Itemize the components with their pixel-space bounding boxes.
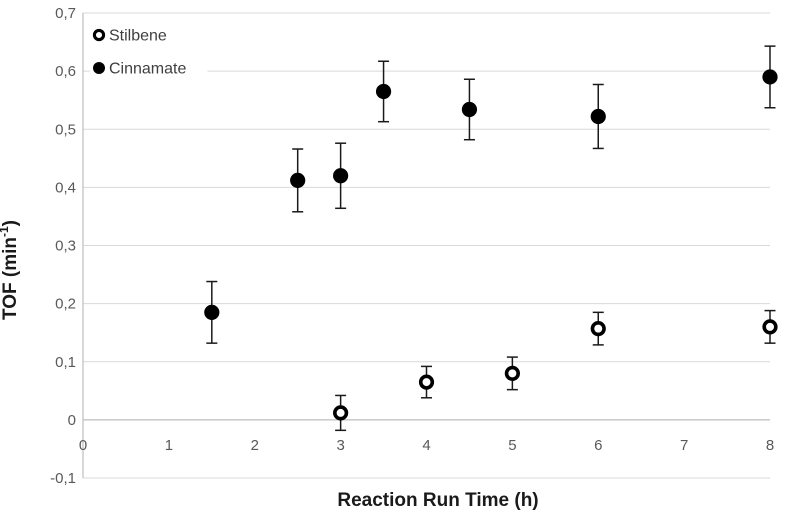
- legend-label-cinnamate: Cinnamate: [109, 61, 186, 78]
- y-axis-title: TOF (min-1): [0, 220, 21, 320]
- x-axis-title: Reaction Run Time (h): [337, 490, 538, 511]
- y-tick-label: 0,1: [55, 354, 76, 371]
- tick-labels: 0,70,60,50,40,30,20,10-0,10 1 2 3 4 5 6 7 8: [50, 5, 774, 487]
- y-tick-label: 0,7: [55, 5, 76, 22]
- x-tick-label: 3: [336, 437, 344, 454]
- x-tick-label: 1: [165, 437, 173, 454]
- y-axis-title-superscript: -1: [0, 226, 11, 237]
- y-tick-label: 0,4: [55, 179, 76, 196]
- y-tick-label: 0: [68, 412, 76, 429]
- data-point-cinnamate: [590, 108, 606, 125]
- data-point-stilbene: [418, 374, 435, 390]
- x-tick-label: 7: [680, 437, 688, 454]
- x-tick-label: 4: [422, 437, 430, 454]
- data-point-cinnamate: [461, 101, 478, 118]
- gridlines: [83, 12, 770, 479]
- data-point-cinnamate: [290, 172, 306, 188]
- legend-label-stilbene: Stilbene: [109, 28, 167, 45]
- x-tick-label: 8: [766, 437, 774, 454]
- y-tick-label: 0,5: [55, 121, 76, 138]
- axes: [82, 13, 770, 478]
- y-axis-title-close: ): [0, 220, 21, 226]
- data-point-stilbene: [762, 319, 778, 335]
- y-tick-label: 0,3: [55, 238, 76, 255]
- y-tick-label: 0,2: [55, 296, 76, 313]
- legend-item-background: [90, 57, 208, 79]
- y-axis-title-main: TOF (min: [0, 237, 21, 320]
- data-point-stilbene: [590, 321, 606, 337]
- x-tick-label: 2: [251, 437, 259, 454]
- y-tick-label: -0,1: [50, 470, 76, 487]
- data-point-cinnamate: [333, 168, 349, 184]
- y-tick-label: 0,6: [55, 63, 76, 80]
- data-point-stilbene: [504, 365, 520, 381]
- x-tick-label: 5: [508, 437, 516, 454]
- data-series: [204, 45, 778, 432]
- legend-item-stilbene: Stilbene: [90, 24, 197, 46]
- data-point-stilbene: [333, 405, 349, 421]
- legend-item-cinnamate: Cinnamate: [90, 57, 208, 79]
- data-point-cinnamate: [375, 83, 392, 100]
- data-point-cinnamate: [204, 304, 220, 320]
- cinnamate-marker-icon: [93, 62, 105, 74]
- legend: Stilbene Cinnamate: [90, 24, 208, 79]
- stilbene-marker-icon: [92, 28, 106, 42]
- x-tick-label: 0: [79, 437, 87, 454]
- x-tick-label: 6: [594, 437, 602, 454]
- data-point-cinnamate: [762, 69, 778, 85]
- legend-item-background: [90, 24, 197, 46]
